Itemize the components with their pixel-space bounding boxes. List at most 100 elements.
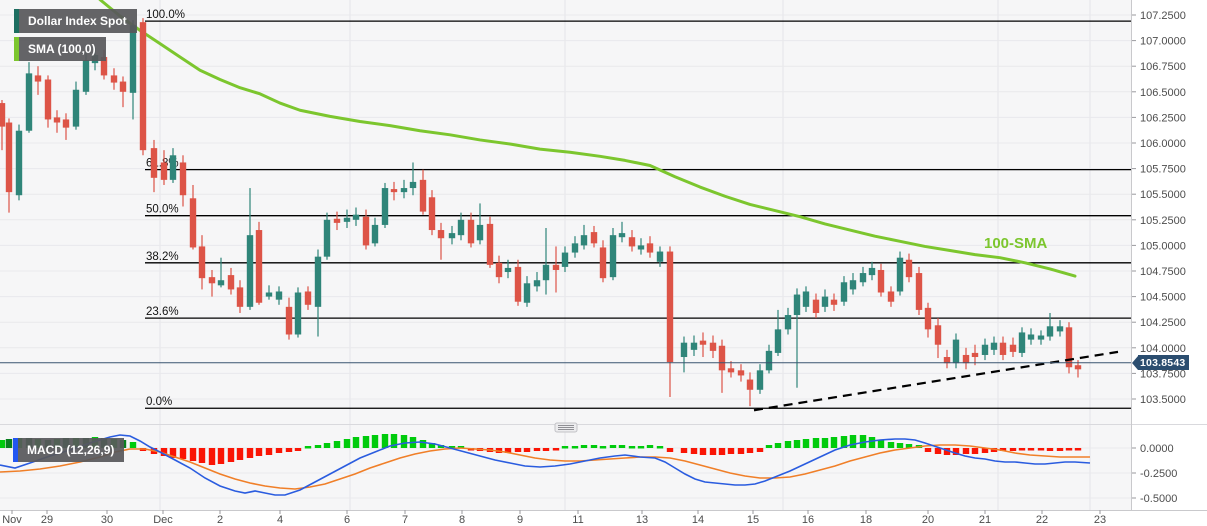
price-axis-label: 104.2500 <box>1140 317 1186 329</box>
candle-body <box>457 219 465 236</box>
macd-histogram-bar <box>552 448 560 451</box>
time-axis-label: 21 <box>979 514 991 526</box>
candle-body <box>590 232 598 244</box>
fib-level-label: 100.0% <box>146 9 185 21</box>
candle-body <box>362 216 370 246</box>
macd-histogram-bar <box>821 438 829 448</box>
time-axis-label: 16 <box>802 514 814 526</box>
macd-histogram-bar <box>1018 448 1026 451</box>
macd-histogram-bar <box>304 446 312 449</box>
candle-body <box>1037 335 1045 340</box>
sma-100-line <box>98 0 1077 278</box>
candle-body <box>119 81 127 92</box>
macd-axis-label: -0.2500 <box>1140 468 1177 480</box>
candle-body <box>504 267 512 273</box>
macd-histogram-bar <box>793 440 801 448</box>
candle-body <box>962 354 970 364</box>
macd-histogram-bar <box>1037 448 1045 451</box>
candle-body <box>746 379 754 390</box>
candle-body <box>5 122 13 193</box>
current-price-badge: 103.8543 <box>1132 355 1190 371</box>
candle-body <box>905 259 913 278</box>
macd-histogram-bar <box>628 446 636 449</box>
candle-body <box>840 282 848 302</box>
macd-histogram-bar <box>523 448 531 452</box>
price-axis-label: 105.2500 <box>1140 215 1186 227</box>
candle-body <box>53 117 61 123</box>
candle-body <box>169 155 177 180</box>
macd-histogram-bar <box>571 446 579 449</box>
macd-histogram-bar <box>1065 448 1073 451</box>
macd-histogram-bar <box>765 445 773 448</box>
legend-macd-badge: MACD (12,26,9) <box>13 438 125 462</box>
candle-body <box>571 243 579 253</box>
candle-body <box>208 277 216 284</box>
time-axis-label: 13 <box>636 514 648 526</box>
instrument-label: Dollar Index Spot <box>28 14 127 28</box>
price-axis-label: 103.7500 <box>1140 368 1186 380</box>
macd-histogram-bar <box>1046 448 1054 451</box>
macd-histogram-bar <box>859 435 867 448</box>
current-price-value: 103.8543 <box>1138 355 1190 371</box>
candle-body <box>784 315 792 330</box>
candle-body <box>765 350 773 371</box>
macd-axis-label: 0.0000 <box>1140 443 1174 455</box>
candle-body <box>255 230 263 303</box>
macd-histogram-bar <box>428 443 436 448</box>
time-axis-label: 20 <box>922 514 934 526</box>
candle-body <box>467 219 475 244</box>
macd-histogram-bar <box>812 438 820 448</box>
candle-body <box>275 291 283 300</box>
macd-histogram-bar <box>981 448 989 453</box>
price-axis-label: 106.7500 <box>1140 61 1186 73</box>
price-axis-label: 104.5000 <box>1140 292 1186 304</box>
macd-histogram-bar <box>887 442 895 448</box>
legend-sma-badge: SMA (100,0) <box>14 37 106 61</box>
candle-body <box>1056 326 1064 332</box>
macd-histogram-bar <box>849 435 857 448</box>
candle-body <box>129 25 137 93</box>
candle-body <box>666 251 674 363</box>
macd-histogram-bar <box>746 448 754 453</box>
price-badge-arrow-icon <box>1132 355 1138 370</box>
candle-body <box>514 266 522 302</box>
candle-body <box>1065 327 1073 368</box>
macd-histogram-bar <box>448 446 456 449</box>
candle-body <box>409 181 417 189</box>
candle-body <box>990 342 998 350</box>
candle-body <box>333 218 341 223</box>
price-axis-label: 105.7500 <box>1140 164 1186 176</box>
candle-body <box>830 299 838 305</box>
macd-histogram-bar <box>275 448 283 453</box>
candle-body <box>821 296 829 307</box>
candle-body <box>971 352 979 358</box>
price-axis-label: 105.0000 <box>1140 240 1186 252</box>
candle-body <box>72 89 80 127</box>
candle-body <box>294 292 302 335</box>
candle-body <box>139 22 147 151</box>
sma-accent-bar <box>14 37 19 61</box>
sma-label: SMA (100,0) <box>28 42 96 56</box>
price-axis-label: 104.0000 <box>1140 343 1186 355</box>
candle-body <box>486 223 494 265</box>
macd-histogram-bar <box>437 445 445 448</box>
macd-histogram-bar <box>246 448 254 458</box>
macd-histogram-bar <box>542 448 550 451</box>
macd-histogram-bar <box>802 439 810 448</box>
candle-body <box>896 257 904 292</box>
macd-histogram-bar <box>580 445 588 448</box>
macd-signal-line <box>0 444 1090 490</box>
candle-body <box>62 119 70 128</box>
macd-histogram-bar <box>1056 448 1064 451</box>
macd-histogram-bar <box>609 445 617 448</box>
macd-histogram-bar <box>160 448 168 456</box>
candle-body <box>618 233 626 238</box>
macd-histogram-bar <box>265 448 273 455</box>
candle-body <box>646 243 654 253</box>
candle-body <box>352 214 360 220</box>
macd-histogram-bar <box>504 448 512 453</box>
macd-histogram-bar <box>737 448 745 454</box>
macd-histogram-bar <box>169 448 177 458</box>
candle-body <box>1018 332 1026 353</box>
